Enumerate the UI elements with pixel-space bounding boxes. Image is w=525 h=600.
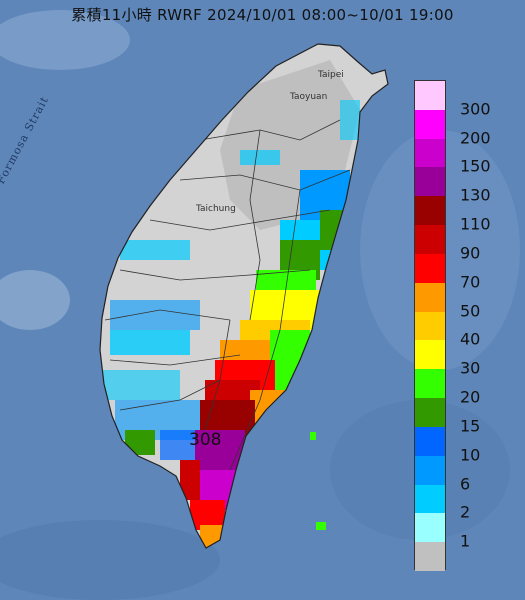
orchid-island: [316, 522, 326, 530]
legend-label: 10: [460, 445, 481, 465]
legend-label: 6: [460, 474, 471, 494]
city-label-taipei: Taipei: [318, 70, 344, 80]
legend-label: 150: [460, 156, 491, 176]
legend-colorbar: [414, 80, 446, 572]
legend-label: 70: [460, 272, 481, 292]
legend-swatch: [415, 455, 445, 486]
island-outline: [99, 43, 389, 549]
legend-swatch: [415, 282, 445, 313]
legend-label: 110: [460, 214, 491, 234]
county-boundaries: [104, 119, 351, 471]
green-island: [310, 432, 316, 440]
legend-swatch: [415, 369, 445, 399]
max-rainfall-label: 308: [189, 430, 222, 450]
city-label-taoyuan: Taoyuan: [290, 92, 328, 102]
legend-swatch: [415, 542, 445, 572]
legend-swatch: [415, 109, 445, 140]
legend-swatch: [415, 484, 445, 514]
legend-label: 15: [460, 416, 481, 436]
legend-label: 90: [460, 243, 481, 263]
light-rain-zones: [100, 100, 360, 460]
legend-swatch: [415, 311, 445, 341]
legend-swatch: [415, 253, 445, 284]
legend-swatch: [415, 225, 445, 255]
legend-label: 130: [460, 185, 491, 205]
legend-label: 30: [460, 358, 481, 378]
legend-label: 2: [460, 502, 471, 522]
map-title: 累積11小時 RWRF 2024/10/01 08:00~10/01 19:00: [71, 6, 454, 24]
legend-swatch: [415, 167, 445, 197]
legend-swatch: [415, 513, 445, 543]
legend-label: 40: [460, 329, 481, 349]
legend-swatch: [415, 138, 445, 168]
legend-swatch: [415, 340, 445, 370]
legend-swatch: [415, 196, 445, 226]
legend-label: 50: [460, 301, 481, 321]
city-label-taichung: Taichung: [196, 204, 236, 214]
legend-swatch: [415, 426, 445, 457]
legend-swatch: [415, 398, 445, 428]
legend-label: 20: [460, 387, 481, 407]
legend-label: 1: [460, 531, 471, 551]
legend-label: 300: [460, 99, 491, 119]
legend-swatch: [415, 81, 445, 111]
legend-label: 200: [460, 128, 491, 148]
